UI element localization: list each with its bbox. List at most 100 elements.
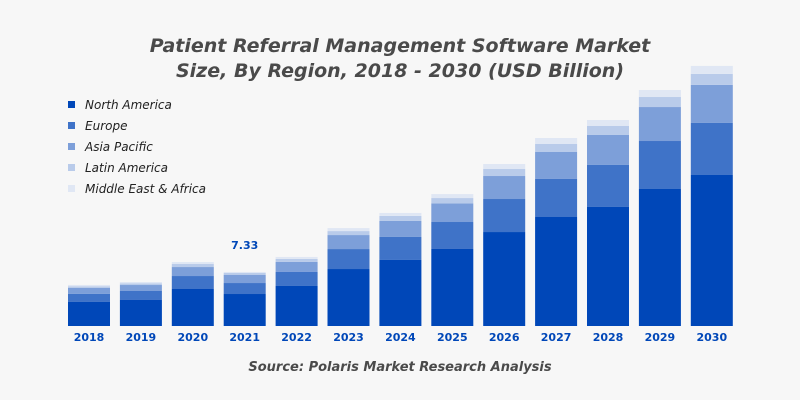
bar-segment-2025-europe — [431, 222, 474, 249]
bar-segment-2025-north-america — [431, 248, 474, 326]
x-tick-label: 2025 — [437, 331, 468, 344]
legend-swatch — [68, 185, 75, 192]
x-tick-label: 2027 — [541, 331, 572, 344]
bar-segment-2026-europe — [483, 199, 526, 233]
legend-swatch — [68, 164, 75, 171]
bar-segment-2029-latin-america — [638, 97, 681, 108]
bar-segment-2026-latin-america — [483, 169, 526, 177]
bar-segment-2024-europe — [379, 236, 422, 260]
bar-segment-2024-north-america — [379, 259, 422, 326]
bar-segment-2027-europe — [535, 178, 578, 217]
bar-segment-2026-middle-east-africa — [483, 164, 526, 170]
bar-segment-2030-asia-pacific — [690, 84, 733, 123]
legend: North America Europe Asia Pacific Latin Ame… — [68, 94, 206, 199]
bar-segment-2027-asia-pacific — [535, 151, 578, 179]
bar-segment-2019-middle-east-africa — [119, 282, 162, 284]
bar-segment-2018-europe — [68, 293, 110, 302]
bar-segment-2029-middle-east-africa — [638, 90, 681, 98]
bar-segment-2022-north-america — [275, 285, 318, 326]
bar-segment-2021-europe — [223, 283, 266, 295]
legend-item: Latin America — [68, 157, 206, 178]
x-tick-label: 2029 — [645, 331, 676, 344]
bar-segment-2030-middle-east-africa — [690, 65, 733, 74]
bar-segment-2026-north-america — [483, 232, 526, 326]
bar-segment-2028-middle-east-africa — [587, 120, 629, 126]
bar-segment-2025-middle-east-africa — [431, 194, 474, 199]
bar-segment-2030-north-america — [690, 174, 733, 326]
legend-label: Middle East & Africa — [85, 181, 206, 196]
bar-segment-2021-latin-america — [223, 273, 266, 275]
bar-segment-2023-asia-pacific — [327, 235, 370, 250]
x-tick-label: 2024 — [385, 331, 416, 344]
x-tick-label: 2028 — [593, 331, 624, 344]
bar-segment-2020-asia-pacific — [171, 267, 214, 277]
bar-segment-2018-north-america — [68, 301, 110, 326]
bar-segment-2022-middle-east-africa — [275, 256, 318, 259]
bar-segment-2025-asia-pacific — [431, 203, 474, 223]
bar-segment-2027-middle-east-africa — [535, 137, 578, 144]
bar-segment-2019-europe — [119, 290, 162, 300]
legend-label: North America — [85, 97, 172, 112]
x-tick-label: 2019 — [126, 331, 157, 344]
bar-segment-2029-asia-pacific — [638, 107, 681, 142]
bar-segment-2028-europe — [587, 164, 629, 207]
legend-label: Latin America — [85, 160, 168, 175]
chart-title-line-2: Size, By Region, 2018 - 2030 (USD Billio… — [175, 60, 625, 82]
bar-segment-2021-north-america — [223, 294, 266, 326]
bar-segment-2028-asia-pacific — [587, 134, 629, 165]
bar-segment-2029-europe — [638, 141, 681, 189]
bar-segment-2030-europe — [690, 122, 733, 175]
bar-segment-2029-north-america — [638, 188, 681, 326]
bar-segment-2028-latin-america — [587, 125, 629, 135]
bar-segment-2023-middle-east-africa — [327, 228, 370, 232]
chart-title: Patient Referral Management Software Mar… — [0, 34, 800, 84]
bar-segment-2024-latin-america — [379, 215, 422, 221]
bar-segment-2027-north-america — [535, 216, 578, 326]
legend-label: Europe — [85, 118, 128, 133]
legend-swatch — [68, 122, 75, 129]
bar-segment-2023-latin-america — [327, 231, 370, 236]
legend-item: North America — [68, 94, 206, 115]
bar-segment-2020-europe — [171, 276, 214, 290]
chart-title-line-1: Patient Referral Management Software Mar… — [149, 35, 651, 57]
bar-segment-2023-europe — [327, 249, 370, 270]
bar-segment-2030-latin-america — [690, 73, 733, 85]
legend-swatch — [68, 143, 75, 150]
bar-segment-2020-middle-east-africa — [171, 262, 214, 265]
legend-swatch — [68, 101, 75, 108]
bar-segment-2020-north-america — [171, 289, 214, 326]
bar-segment-2024-asia-pacific — [379, 220, 422, 237]
bar-segment-2019-latin-america — [119, 283, 162, 286]
legend-item: Asia Pacific — [68, 136, 206, 157]
x-tick-label: 2020 — [177, 331, 208, 344]
bar-segment-2022-latin-america — [275, 258, 318, 262]
source-note: Source: Polaris Market Research Analysis — [248, 360, 552, 375]
bar-segment-2023-north-america — [327, 269, 370, 326]
bar-segment-2028-north-america — [587, 206, 629, 326]
x-tick-label: 2023 — [333, 331, 364, 344]
legend-item: Middle East & Africa — [68, 178, 206, 199]
x-tick-label: 2021 — [229, 331, 260, 344]
x-tick-label: 2030 — [696, 331, 727, 344]
x-tick-label: 2022 — [281, 331, 312, 344]
bar-segment-2019-north-america — [119, 299, 162, 326]
legend-label: Asia Pacific — [85, 139, 153, 154]
bar-segment-2019-asia-pacific — [119, 285, 162, 291]
bar-segment-2026-asia-pacific — [483, 176, 526, 200]
bar-segment-2022-europe — [275, 271, 318, 286]
bar-segment-2022-asia-pacific — [275, 261, 318, 272]
bar-segment-2018-asia-pacific — [68, 287, 110, 294]
x-tick-label: 2026 — [489, 331, 520, 344]
bar-segment-2020-latin-america — [171, 264, 214, 268]
bar-segment-2025-latin-america — [431, 198, 474, 204]
bar-segment-2018-latin-america — [68, 286, 110, 288]
bar-segment-2021-asia-pacific — [223, 274, 266, 284]
x-tick-label: 2018 — [74, 331, 105, 344]
bar-segment-2018-middle-east-africa — [68, 284, 110, 287]
bar-segment-2024-middle-east-africa — [379, 212, 422, 216]
data-label: 7.33 — [231, 239, 258, 252]
bar-segment-2021-middle-east-africa — [223, 271, 266, 274]
bar-segment-2027-latin-america — [535, 143, 578, 152]
legend-item: Europe — [68, 115, 206, 136]
